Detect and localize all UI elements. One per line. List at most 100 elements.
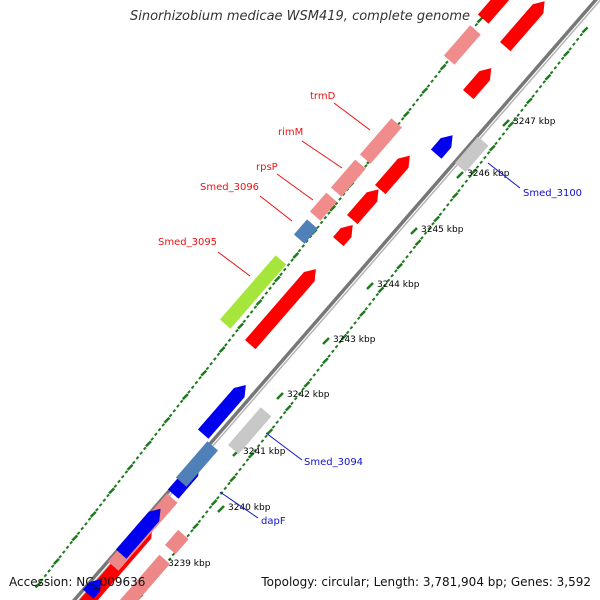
outer-tick xyxy=(394,269,398,273)
red-gene-arrow xyxy=(477,0,510,24)
inner-tick xyxy=(411,102,416,107)
inner-tick xyxy=(61,550,66,554)
inner-tick xyxy=(327,211,331,215)
outer-tick xyxy=(544,73,552,81)
inner-tick xyxy=(476,16,484,24)
inner-tick xyxy=(319,220,324,225)
inner-tick xyxy=(235,328,239,333)
outer-tick xyxy=(275,420,280,425)
inner-tick xyxy=(246,314,250,319)
inner-tick xyxy=(179,399,184,404)
inner-tick xyxy=(305,239,309,244)
inner-tick xyxy=(439,63,447,71)
outer-tick xyxy=(557,61,561,65)
inner-tick xyxy=(316,225,320,229)
outer-tick xyxy=(186,533,191,538)
inner-tick xyxy=(227,338,232,342)
outer-tick xyxy=(266,428,274,436)
outer-tick xyxy=(520,108,524,113)
inner-tick xyxy=(76,531,81,536)
red-gene-arrow xyxy=(245,269,316,350)
inner-tick xyxy=(421,87,429,95)
outer-tick xyxy=(449,198,454,202)
inner-tick xyxy=(181,393,189,401)
inner-tick xyxy=(198,376,202,380)
outer-tick xyxy=(523,103,528,108)
inner-tick xyxy=(117,479,121,484)
inner-tick xyxy=(95,507,99,512)
inner-tick xyxy=(168,413,173,418)
gene-dapF-arrow xyxy=(175,441,218,487)
inner-tick xyxy=(286,263,291,267)
gene-Smed_3100-arrow xyxy=(455,136,489,173)
outer-tick xyxy=(405,254,409,259)
inner-tick xyxy=(216,352,221,357)
outer-tick xyxy=(568,47,572,51)
kbp-tick xyxy=(410,227,418,235)
outer-tick xyxy=(238,467,242,472)
outer-tick xyxy=(271,425,276,429)
red-gene-arrow xyxy=(333,224,353,247)
outer-tick xyxy=(460,184,465,188)
red-gene-arrow xyxy=(375,155,410,195)
inner-tick xyxy=(43,573,48,578)
outer-tick xyxy=(312,373,317,377)
outer-tick xyxy=(371,297,376,302)
inner-tick xyxy=(106,493,110,498)
inner-tick xyxy=(253,305,258,310)
leader-dapF xyxy=(219,491,259,519)
inner-tick xyxy=(282,267,287,272)
inner-tick xyxy=(268,286,272,291)
kbp-tick-label: 3242 kbp xyxy=(287,390,330,400)
inner-tick xyxy=(71,534,79,542)
inner-tick xyxy=(84,521,88,526)
inner-tick xyxy=(142,446,147,451)
kbp-tick-label: 3244 kbp xyxy=(377,280,420,290)
outer-tick xyxy=(293,396,298,401)
outer-tick xyxy=(340,333,348,341)
label-rimM: rimM xyxy=(278,127,303,138)
feature-labels: trmD rimM rpsP Smed_3096 Smed_3095 Smed_3100 S… xyxy=(158,91,582,527)
outer-tick xyxy=(414,239,422,247)
inner-tick xyxy=(334,201,339,206)
inner-tick xyxy=(264,291,269,295)
inner-tick xyxy=(98,503,103,507)
inner-tick xyxy=(69,540,73,545)
outer-tick xyxy=(542,80,547,84)
inner-tick xyxy=(255,299,263,306)
inner-tick xyxy=(433,74,438,79)
inner-tick xyxy=(131,460,136,465)
outer-tick xyxy=(390,273,394,278)
outer-tick xyxy=(290,401,294,406)
outer-tick xyxy=(386,278,391,283)
outer-tick xyxy=(375,292,380,297)
inner-tick xyxy=(58,554,62,559)
outer-tick xyxy=(197,519,202,524)
inner-tick xyxy=(338,197,342,201)
outer-tick xyxy=(242,462,246,467)
outer-tick xyxy=(167,557,172,562)
red-gene-arrow xyxy=(500,1,545,52)
label-Smed_3100: Smed_3100 xyxy=(523,188,582,199)
inner-tick xyxy=(102,498,107,503)
outer-tick xyxy=(171,552,176,557)
inner-tick xyxy=(157,427,162,432)
leader-trmD xyxy=(333,102,371,131)
outer-tick xyxy=(338,340,343,344)
outer-tick xyxy=(316,368,320,373)
inner-tick xyxy=(163,416,171,424)
accession-text: Accession: NC_009636 xyxy=(9,575,146,589)
reverse-strand-features xyxy=(82,0,510,599)
kbp-tick-label: 3241 kbp xyxy=(243,447,286,457)
outer-tick xyxy=(260,439,265,443)
outer-tick xyxy=(457,188,461,193)
inner-tick xyxy=(329,204,337,212)
inner-tick xyxy=(80,526,85,531)
inner-tick xyxy=(237,322,244,330)
outer-tick xyxy=(264,434,268,439)
outer-tick xyxy=(488,144,496,152)
gene-Smed_3094-arrow xyxy=(228,407,272,455)
gene-trmD-arrow xyxy=(359,118,402,164)
inner-tick xyxy=(402,110,410,118)
leader-rimM xyxy=(301,140,343,169)
